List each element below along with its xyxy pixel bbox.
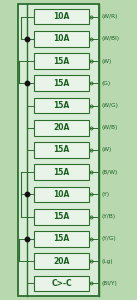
Text: (W): (W) xyxy=(101,148,112,152)
Text: (G): (G) xyxy=(101,81,111,86)
FancyBboxPatch shape xyxy=(34,209,89,224)
FancyBboxPatch shape xyxy=(34,276,89,291)
Text: 15A: 15A xyxy=(54,56,70,65)
FancyBboxPatch shape xyxy=(34,120,89,136)
FancyBboxPatch shape xyxy=(34,98,89,113)
Text: 15A: 15A xyxy=(54,168,70,177)
Text: 15A: 15A xyxy=(54,101,70,110)
FancyBboxPatch shape xyxy=(34,164,89,180)
FancyBboxPatch shape xyxy=(34,9,89,24)
Text: (W/B): (W/B) xyxy=(101,125,118,130)
Text: 10A: 10A xyxy=(53,12,70,21)
Text: (B/W): (B/W) xyxy=(101,170,118,175)
Text: 15A: 15A xyxy=(54,212,70,221)
Text: 20A: 20A xyxy=(53,257,70,266)
Text: (BI/Y): (BI/Y) xyxy=(101,281,117,286)
FancyBboxPatch shape xyxy=(34,76,89,91)
FancyBboxPatch shape xyxy=(34,142,89,158)
Text: 10A: 10A xyxy=(53,190,70,199)
Text: (Y/G): (Y/G) xyxy=(101,236,116,242)
Text: (W/BI): (W/BI) xyxy=(101,36,119,41)
FancyBboxPatch shape xyxy=(34,31,89,46)
Text: C>-C: C>-C xyxy=(51,279,72,288)
Text: (Lg): (Lg) xyxy=(101,259,113,264)
Text: (Y/B): (Y/B) xyxy=(101,214,115,219)
Text: 10A: 10A xyxy=(53,34,70,43)
Text: 20A: 20A xyxy=(53,123,70,132)
Text: 15A: 15A xyxy=(54,146,70,154)
FancyBboxPatch shape xyxy=(34,53,89,69)
Text: 15A: 15A xyxy=(54,79,70,88)
FancyBboxPatch shape xyxy=(18,4,99,296)
FancyBboxPatch shape xyxy=(34,187,89,202)
Text: 15A: 15A xyxy=(54,235,70,244)
Text: (W/R): (W/R) xyxy=(101,14,118,19)
FancyBboxPatch shape xyxy=(34,254,89,269)
Text: (W): (W) xyxy=(101,58,112,64)
Text: (Y): (Y) xyxy=(101,192,109,197)
Text: (W/G): (W/G) xyxy=(101,103,118,108)
FancyBboxPatch shape xyxy=(34,231,89,247)
